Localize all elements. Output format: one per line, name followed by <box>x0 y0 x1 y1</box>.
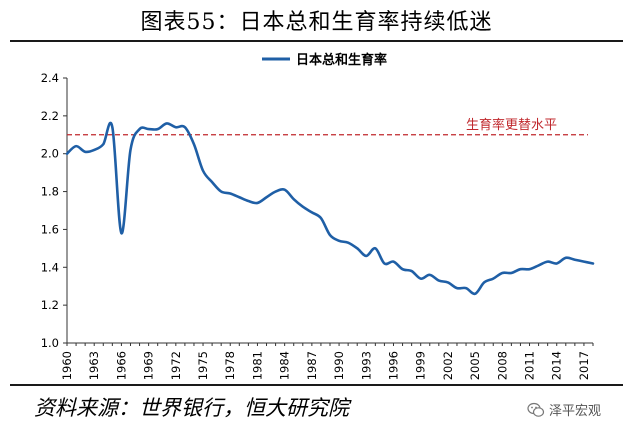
x-tick-label: 1999 <box>414 351 428 380</box>
y-tick-label: 1.4 <box>41 260 59 274</box>
x-tick-label: 2002 <box>441 351 455 380</box>
reference-line-label: 生育率更替水平 <box>466 117 557 133</box>
watermark: 泽平宏观 <box>527 400 601 419</box>
title-divider <box>10 40 623 42</box>
y-tick-label: 1.8 <box>41 185 59 199</box>
y-tick-label: 2.4 <box>41 71 59 85</box>
y-tick-label: 2.2 <box>41 109 59 123</box>
x-tick-label: 1987 <box>305 351 319 380</box>
replacement-level-line: 生育率更替水平 <box>67 117 588 136</box>
y-axis-ticks: 1.0 1.2 1.4 1.6 1.8 2.0 2.2 2.4 <box>41 71 67 350</box>
chart-legend: 日本总和生育率 <box>262 52 387 68</box>
x-tick-label: 2008 <box>495 351 509 380</box>
x-tick-label: 1993 <box>359 351 373 380</box>
y-tick-label: 1.0 <box>41 336 59 350</box>
x-tick-label: 1960 <box>60 351 74 380</box>
x-tick-label: 1972 <box>169 351 183 380</box>
x-tick-label: 1969 <box>142 351 156 380</box>
x-tick-label: 1963 <box>87 351 101 380</box>
x-tick-label: 1996 <box>386 351 400 380</box>
series-lines <box>65 121 595 296</box>
x-tick-label: 2011 <box>523 351 537 380</box>
source-divider <box>10 384 623 386</box>
x-tick-label: 1966 <box>114 351 128 380</box>
y-tick-label: 2.0 <box>41 147 59 161</box>
x-tick-label: 1981 <box>250 351 264 380</box>
x-tick-label: 1984 <box>278 351 292 380</box>
series-line-0 <box>65 121 595 296</box>
x-tick-label: 2014 <box>550 351 564 380</box>
x-tick-label: 1975 <box>196 351 210 380</box>
y-tick-label: 1.6 <box>41 222 59 236</box>
x-tick-label: 2017 <box>577 351 591 380</box>
x-tick-label: 1990 <box>332 351 346 380</box>
legend-label: 日本总和生育率 <box>296 52 387 68</box>
x-axis-ticks: 1960 1963 1966 1969 1972 1975 1978 1981 1984 1987… <box>60 343 594 380</box>
watermark-label: 泽平宏观 <box>549 404 602 419</box>
y-tick-label: 1.2 <box>41 298 59 312</box>
page-title: 图表55：日本总和生育率持续低迷 <box>140 10 493 35</box>
source-note: 资料来源：世界银行，恒大研究院 <box>34 396 349 420</box>
x-tick-label: 2005 <box>468 351 482 380</box>
wechat-icon <box>527 402 545 417</box>
x-tick-label: 1978 <box>223 351 237 380</box>
